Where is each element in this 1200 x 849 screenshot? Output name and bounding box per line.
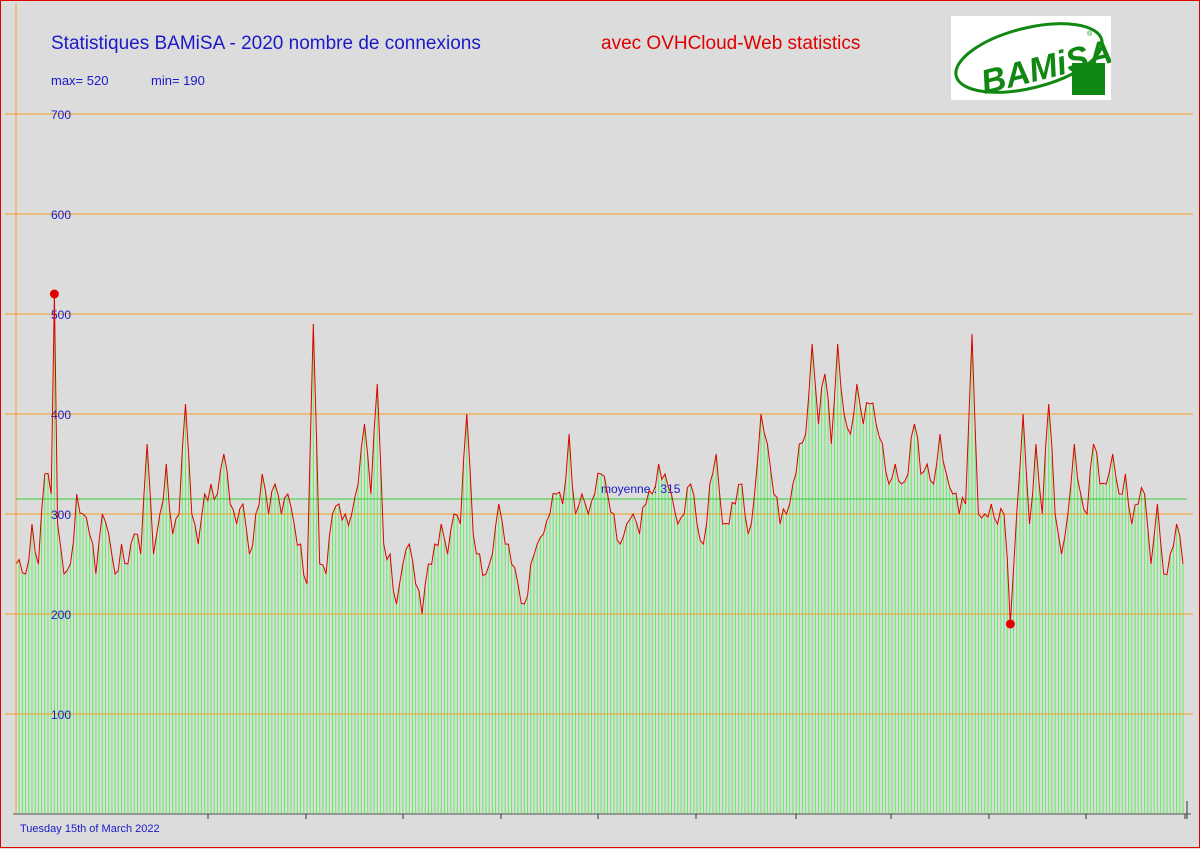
- y-tick-label: 600: [51, 208, 71, 222]
- value-line: [15, 293, 1184, 625]
- max-label: max= 520: [51, 73, 109, 88]
- bamisa-logo: BAMiSA ®: [951, 16, 1116, 102]
- y-tick-label: 100: [51, 708, 71, 722]
- y-tick-label: 300: [51, 508, 71, 522]
- logo-square: [1072, 63, 1105, 95]
- bar-series: [15, 294, 1184, 814]
- value-line-group: [15, 289, 1184, 629]
- y-tick-label: 200: [51, 608, 71, 622]
- axes: [13, 4, 1191, 819]
- y-tick-label: 400: [51, 408, 71, 422]
- date-label: Tuesday 15th of March 2022: [20, 823, 160, 835]
- mean-line-group: moyenne : 315: [16, 482, 1187, 500]
- min-marker: [1005, 619, 1015, 629]
- max-marker: [49, 289, 59, 299]
- chart-title: Statistiques BAMiSA - 2020 nombre de con…: [51, 33, 481, 54]
- mean-label: moyenne : 315: [601, 482, 681, 496]
- y-tick-labels: 100 200 300 400 500 600 700: [51, 108, 71, 722]
- y-tick-label: 500: [51, 308, 71, 322]
- y-tick-label: 700: [51, 108, 71, 122]
- logo-ring: [954, 22, 1104, 94]
- gridlines: [5, 113, 1193, 715]
- min-label: min= 190: [151, 73, 205, 88]
- chart-subtitle: avec OVHCloud-Web statistics: [601, 33, 861, 54]
- logo-registered: ®: [1087, 30, 1093, 38]
